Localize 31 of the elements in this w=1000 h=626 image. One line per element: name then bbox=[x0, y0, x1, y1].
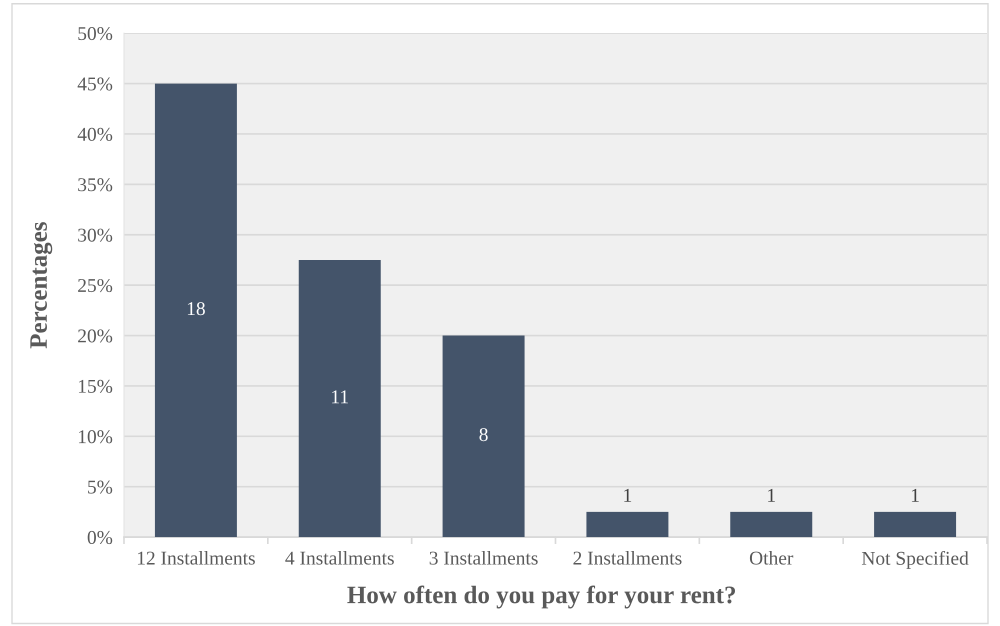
y-tick-label: 15% bbox=[78, 380, 112, 393]
y-tick-label: 45% bbox=[78, 77, 112, 91]
y-tick-label: 5% bbox=[88, 480, 112, 494]
y-tick-label: 50% bbox=[78, 26, 112, 40]
annotation: 1 bbox=[912, 488, 919, 502]
y-tick-label: 0% bbox=[88, 530, 112, 544]
y-tick-label: 10% bbox=[78, 430, 112, 444]
annotation: 1 bbox=[768, 488, 775, 502]
x-tick-label: 12 Installments bbox=[138, 550, 255, 565]
x-tick-label: 2 Installments bbox=[573, 550, 682, 565]
bar bbox=[730, 512, 812, 538]
y-tick-label: 25% bbox=[78, 278, 112, 292]
y-axis-title: Percentages bbox=[30, 222, 52, 348]
x-tick-label: 3 Installments bbox=[430, 550, 538, 565]
y-tick-label: 35% bbox=[78, 178, 112, 192]
x-tick-label: 4 Installments bbox=[285, 550, 394, 565]
bar bbox=[442, 336, 525, 538]
bar bbox=[154, 84, 237, 538]
annotation: 1 bbox=[624, 488, 632, 502]
x-tick-label: Not Specified bbox=[862, 550, 969, 569]
y-tick-label: 40% bbox=[78, 128, 112, 141]
y-tick-label: 20% bbox=[78, 329, 112, 343]
x-tick-label: Other bbox=[750, 550, 794, 565]
bar bbox=[298, 260, 381, 538]
bar bbox=[874, 512, 956, 538]
annotation: 18 bbox=[188, 302, 205, 316]
annotation: 11 bbox=[332, 390, 348, 404]
x-axis-title: How often do you pay for your rent? bbox=[347, 585, 736, 608]
annotation: 8 bbox=[479, 428, 488, 442]
y-tick-label: 30% bbox=[78, 228, 112, 242]
bar bbox=[586, 512, 668, 538]
